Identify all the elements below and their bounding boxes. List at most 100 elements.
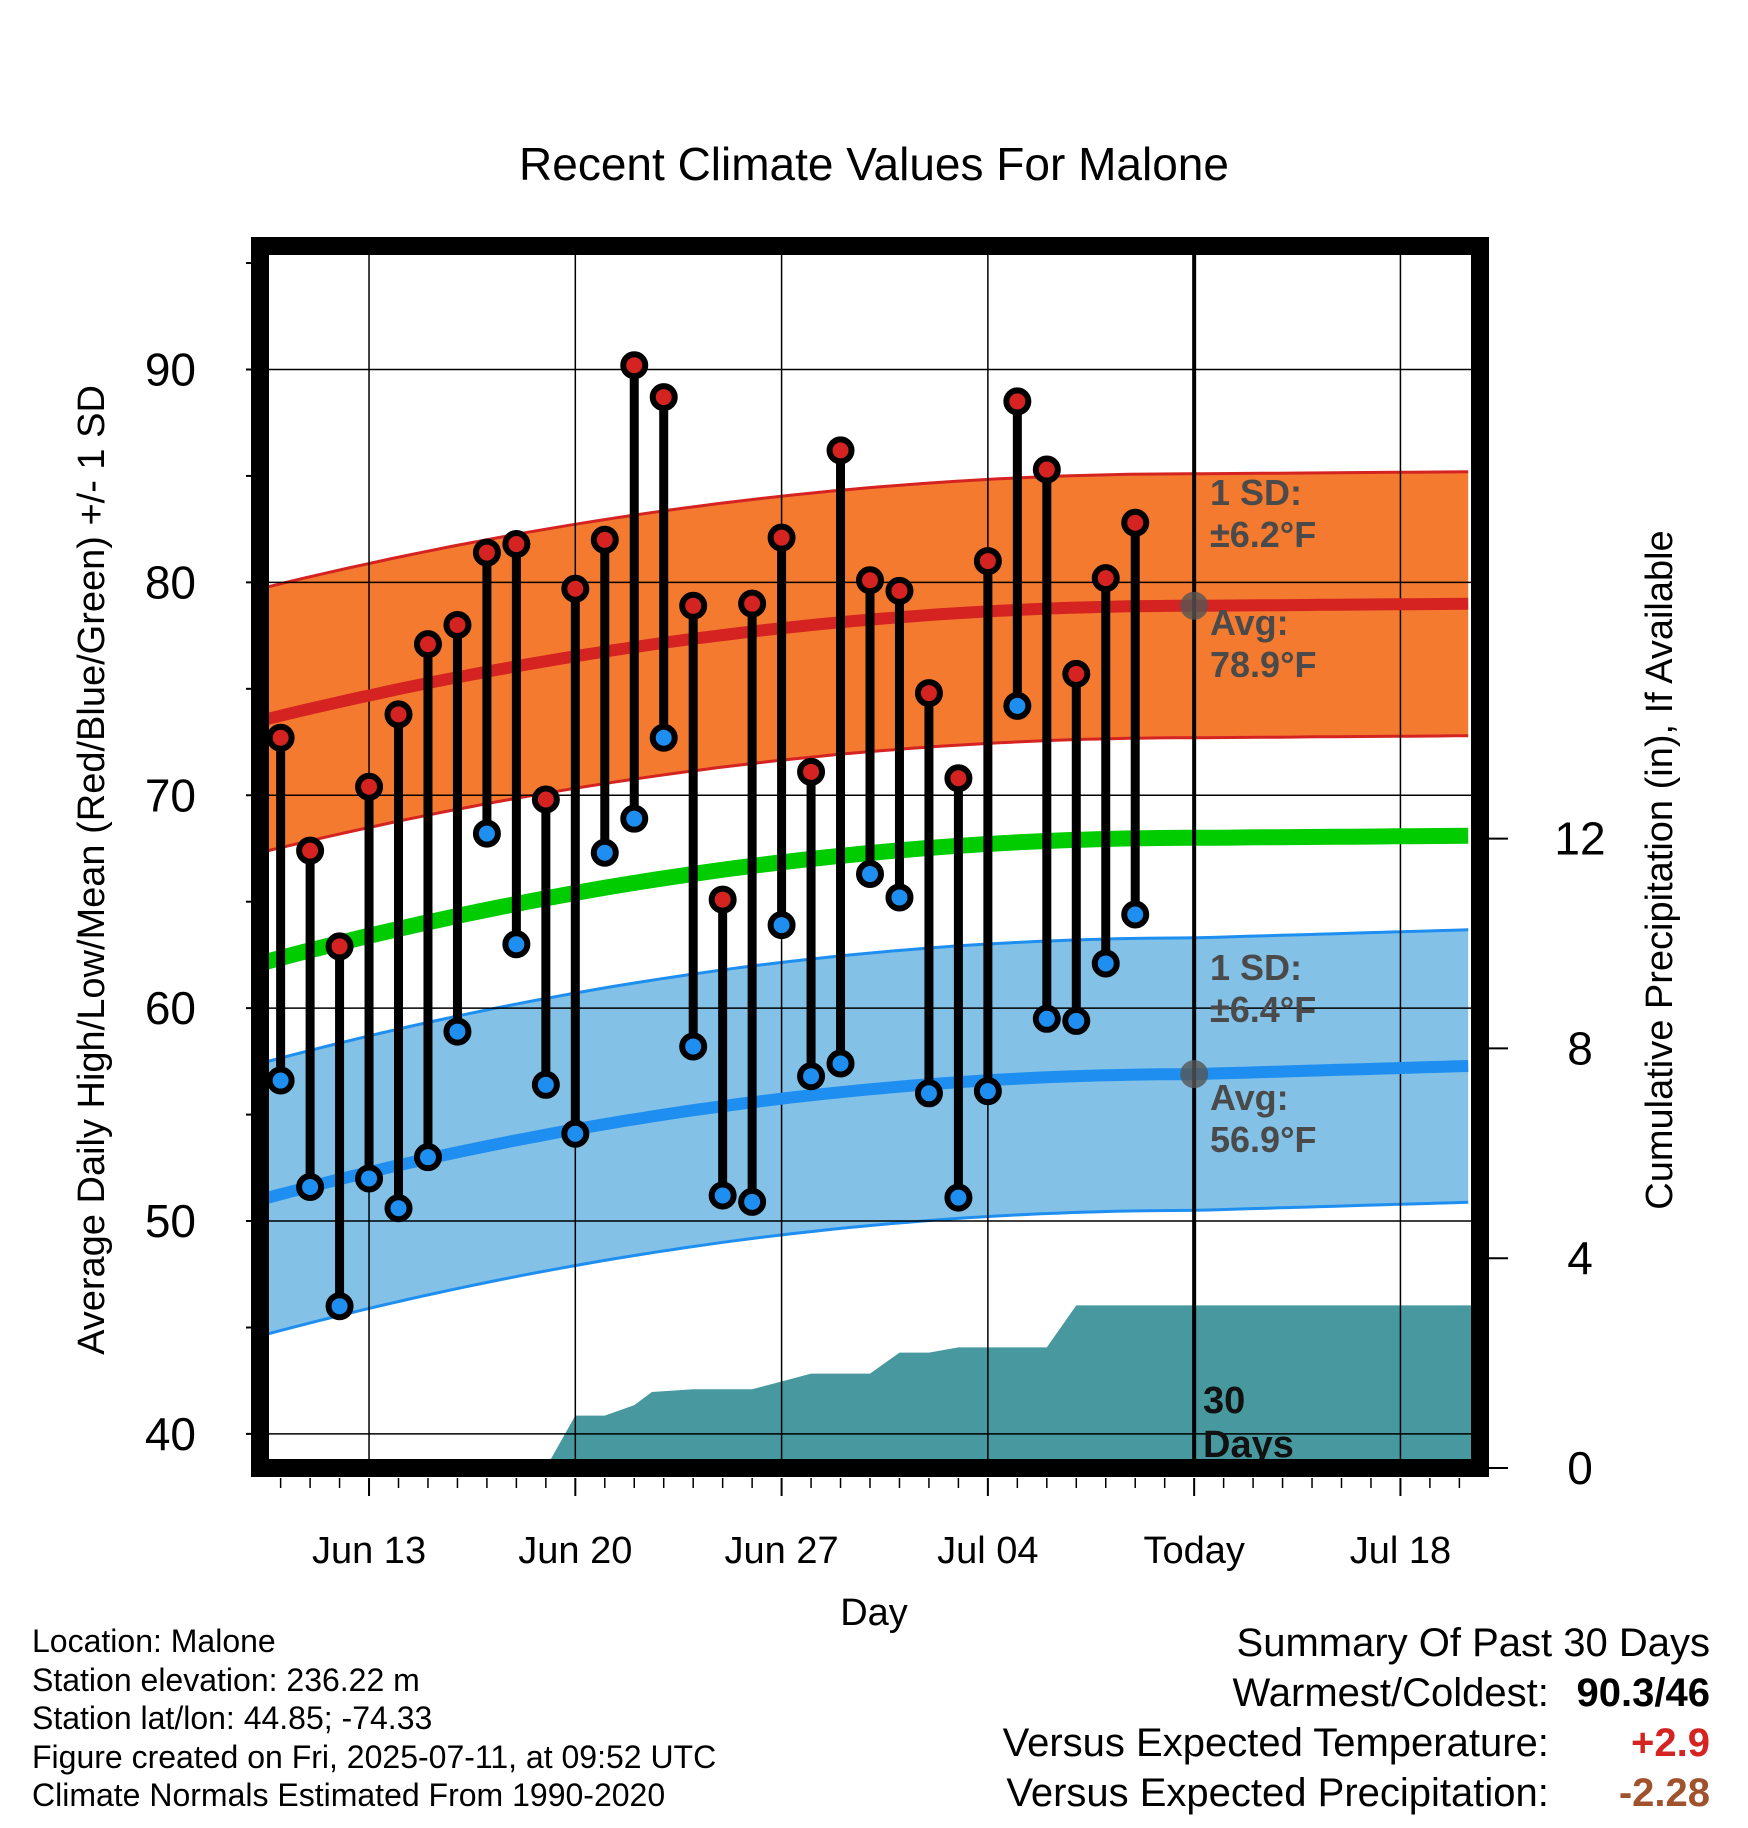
summary-warmest-row: Warmest/Coldest: 90.3/46	[1003, 1668, 1711, 1718]
low-avg-label: Avg:	[1210, 1077, 1289, 1118]
latlon-text: Station lat/lon: 44.85; -74.33	[32, 1700, 433, 1736]
daily-high-point	[502, 530, 531, 559]
daily-low-point	[472, 819, 501, 848]
daily-low-point	[944, 1183, 973, 1212]
daily-high-point	[384, 700, 413, 729]
daily-low-point	[531, 1070, 560, 1099]
location-text: Location: Malone	[32, 1623, 276, 1659]
daily-low-point	[1091, 949, 1120, 978]
daily-high-point	[590, 525, 619, 554]
daily-low-point	[355, 1164, 384, 1193]
low-avg-value: 56.9°F	[1210, 1119, 1316, 1160]
daily-low-point	[561, 1119, 590, 1148]
x-tick-label: Jun 27	[725, 1530, 839, 1572]
x-tick-label: Jun 20	[518, 1530, 632, 1572]
y-tick-label: 60	[145, 982, 196, 1034]
chart-title: Recent Climate Values For Malone	[519, 138, 1229, 190]
daily-high-point	[767, 523, 796, 552]
daily-high-point	[325, 932, 354, 961]
daily-high-point	[679, 591, 708, 620]
daily-low-point	[502, 930, 531, 959]
daily-high-point	[620, 351, 649, 380]
summary-panel: Summary Of Past 30 Days Warmest/Coldest:…	[1003, 1618, 1710, 1818]
high-sd-upper-edge	[259, 470, 1469, 591]
high-sd-band	[260, 471, 1469, 853]
warmest-label: Warmest/Coldest:	[1232, 1671, 1549, 1715]
low-sd-value: ±6.4°F	[1210, 989, 1316, 1030]
daily-high-point	[797, 757, 826, 786]
y-tick-label: 70	[145, 769, 196, 821]
daily-high-point	[973, 547, 1002, 576]
daily-low-point	[1121, 900, 1150, 929]
daily-low-point	[738, 1187, 767, 1216]
daily-high-point	[472, 538, 501, 567]
x-tick-label: Jun 13	[312, 1530, 426, 1572]
daily-low-point	[443, 1017, 472, 1046]
x-tick-label: Today	[1143, 1530, 1244, 1572]
daily-high-point	[738, 589, 767, 618]
warmest-value: 90.3/46	[1576, 1671, 1710, 1715]
daily-low-point	[1003, 691, 1032, 720]
cumulative-precip-area	[260, 1305, 1480, 1468]
y-axis-label: Average Daily High/Low/Mean (Red/Blue/Gr…	[71, 385, 113, 1355]
today-high-marker	[1180, 591, 1209, 620]
y-axis: 40 50 60 70 80 90	[145, 262, 266, 1460]
low-sd-label: 1 SD:	[1210, 947, 1302, 988]
daily-high-point	[413, 630, 442, 659]
x-axis-label: Day	[840, 1592, 908, 1634]
daily-low-point	[1062, 1006, 1091, 1035]
daily-high-point	[1091, 564, 1120, 593]
daily-low-point	[266, 1066, 295, 1095]
daily-high-point	[355, 772, 384, 801]
daily-low-point	[620, 804, 649, 833]
y2-tick-label: 0	[1567, 1442, 1593, 1494]
high-sd-label: 1 SD:	[1210, 472, 1302, 513]
daily-high-point	[1062, 659, 1091, 688]
daily-high-point	[826, 436, 855, 465]
daily-high-point	[649, 383, 678, 412]
daily-low-point	[384, 1194, 413, 1223]
station-info: Location: Malone Station elevation: 236.…	[32, 1622, 716, 1815]
precip-value: -2.28	[1618, 1771, 1710, 1815]
summary-precip-row: Versus Expected Precipitation: -2.28	[1003, 1768, 1710, 1818]
y2-tick-label: 4	[1567, 1232, 1593, 1284]
temp-label: Versus Expected Temperature:	[1002, 1721, 1549, 1765]
daily-low-point	[856, 860, 884, 889]
daily-low-point	[679, 1032, 708, 1061]
daily-high-point	[885, 576, 914, 605]
daily-high-point	[531, 785, 560, 814]
daily-low-point	[413, 1143, 442, 1172]
daily-high-point	[944, 764, 973, 793]
daily-low-point	[1032, 1004, 1061, 1033]
daily-high-point	[856, 566, 884, 595]
daily-high-point	[561, 574, 590, 603]
daily-low-point	[767, 911, 796, 940]
high-avg-value: 78.9°F	[1210, 644, 1316, 685]
precip-days-label: 30	[1203, 1380, 1245, 1422]
daily-low-point	[708, 1181, 737, 1210]
y-tick-label: 90	[145, 343, 196, 395]
y2-axis: 0 4 8 12	[1488, 813, 1606, 1494]
x-axis: Jun 13 Jun 20 Jun 27 Jul 04 Today Jul 18	[279, 1478, 1461, 1572]
daily-high-point	[708, 885, 737, 914]
daily-high-point	[1032, 455, 1061, 484]
daily-high-point	[1121, 508, 1150, 537]
y2-axis-label: Cumulative Precipitation (in), If Availa…	[1639, 530, 1681, 1209]
daily-low-point	[826, 1049, 855, 1078]
normal-low-line	[258, 1060, 1469, 1206]
daily-low-point	[649, 723, 678, 752]
precip-label: Versus Expected Precipitation:	[1006, 1771, 1549, 1815]
daily-observations	[266, 351, 1150, 1321]
daily-high-point	[1003, 387, 1032, 416]
elevation-text: Station elevation: 236.22 m	[32, 1661, 420, 1698]
summary-temp-row: Versus Expected Temperature: +2.9	[1003, 1718, 1710, 1768]
plot-frame	[251, 237, 1489, 1477]
daily-low-point	[590, 838, 619, 867]
y2-tick-label: 12	[1554, 813, 1605, 865]
daily-low-point	[973, 1077, 1002, 1106]
high-avg-label: Avg:	[1210, 602, 1289, 643]
today-low-marker	[1180, 1060, 1209, 1089]
y-tick-label: 80	[145, 556, 196, 608]
